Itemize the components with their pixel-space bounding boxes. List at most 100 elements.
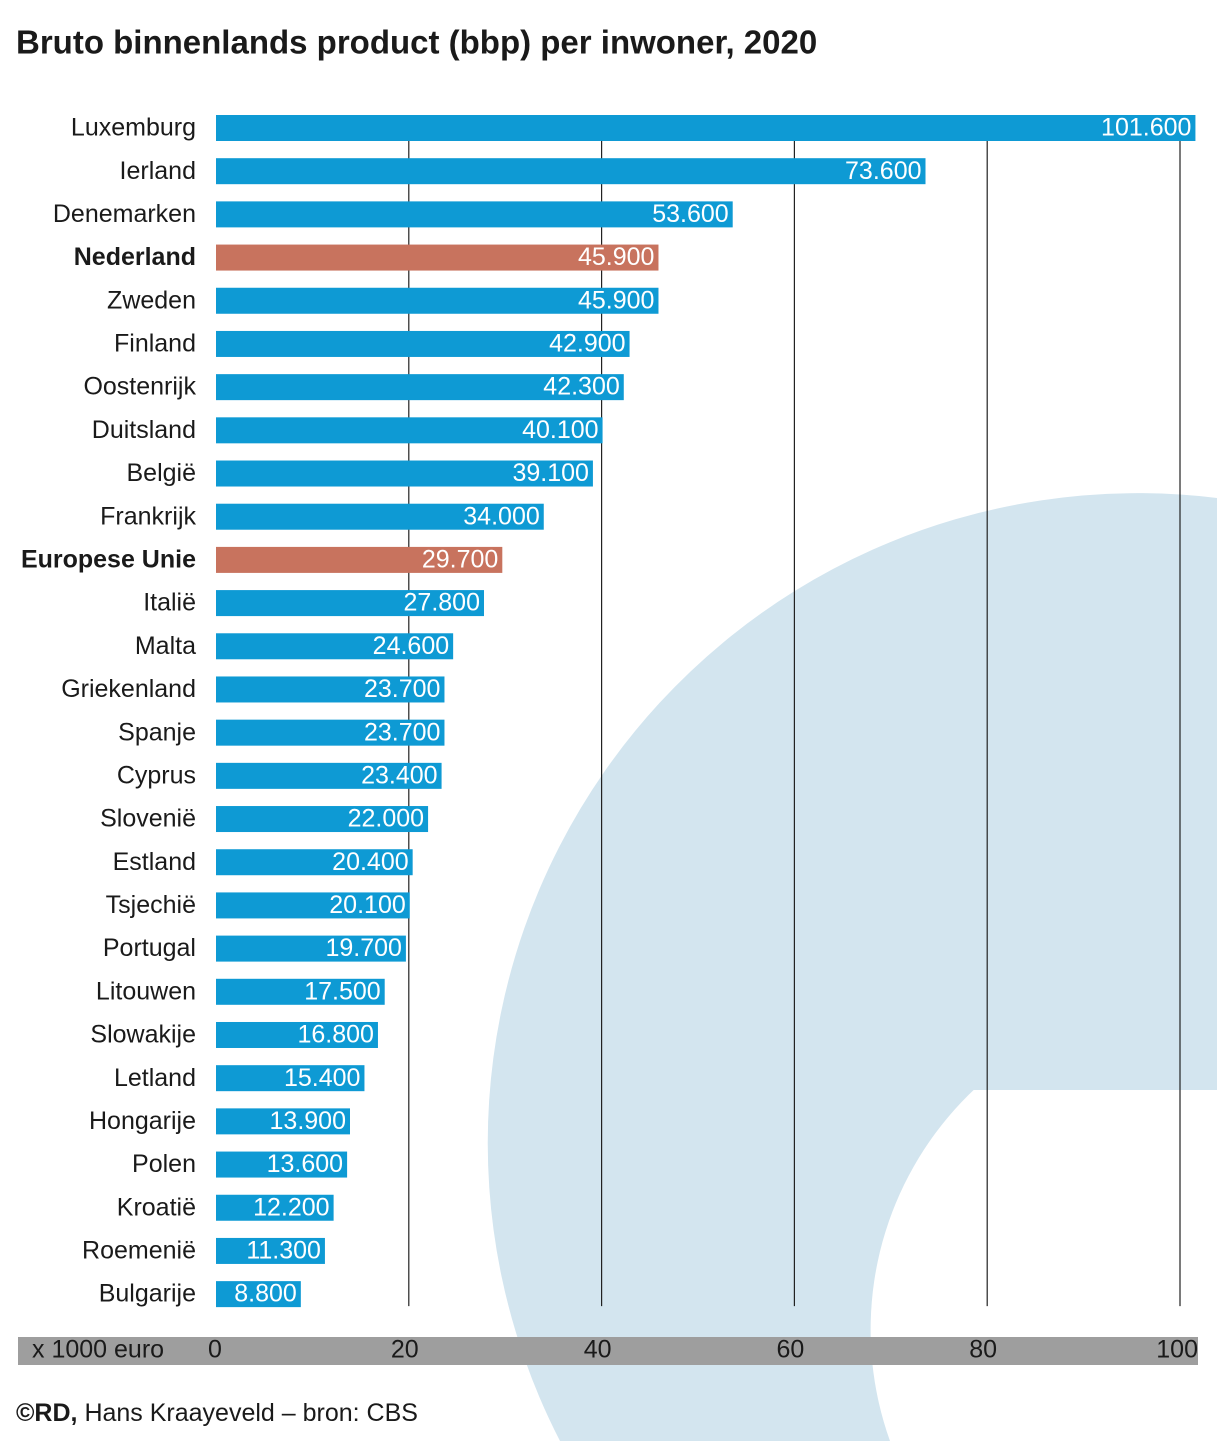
x-axis-label: x 1000 euro [32,1336,164,1364]
bar [216,849,413,876]
category-label: Nederland [74,243,196,271]
bar [216,503,544,530]
value-label: 20.100 [329,891,405,919]
bar [216,115,1196,141]
category-label: Litouwen [96,977,196,1005]
x-tick-label: 20 [391,1336,419,1364]
bar [216,1065,365,1092]
value-label: 22.000 [348,805,424,833]
bar [216,1108,350,1135]
source-text: Hans Kraayeveld – bron: CBS [84,1399,418,1427]
category-label: Slowakije [90,1021,196,1049]
x-tick-label: 0 [208,1336,222,1364]
value-label: 42.300 [543,373,619,401]
category-label: Letland [114,1064,196,1092]
category-label: Europese Unie [21,546,196,574]
category-label: Bulgarije [99,1280,196,1308]
value-label: 19.700 [325,934,401,962]
value-label: 101.600 [1101,114,1191,142]
value-label: 13.600 [267,1150,343,1178]
bar [216,633,454,660]
category-label: Duitsland [92,416,196,444]
bar [216,1237,325,1264]
value-label: 13.900 [270,1107,346,1135]
x-tick-label: 80 [969,1336,997,1364]
value-label: 23.700 [364,718,440,746]
category-label: Denemarken [53,200,196,228]
bar [216,417,603,444]
value-label: 20.400 [332,848,408,876]
category-label: Spanje [118,718,196,746]
bar [216,762,442,789]
bar [216,590,484,617]
euro-background [487,493,1217,1441]
category-label: Griekenland [61,675,196,703]
source-prefix: ©RD, [16,1399,77,1427]
value-label: 53.600 [652,200,728,228]
euro-bar [597,968,1217,1090]
bar [216,1194,334,1221]
value-label: 27.800 [404,589,480,617]
bar [216,892,410,919]
axis-band [18,1337,1198,1365]
value-label: 39.100 [512,459,588,487]
category-label: Estland [113,848,196,876]
category-label: Frankrijk [100,502,196,530]
bar [216,374,624,401]
value-label: 12.200 [253,1193,329,1221]
category-label: Zweden [107,286,196,314]
category-label: Polen [132,1150,196,1178]
value-label: 23.400 [361,761,437,789]
category-label: Cyprus [117,761,196,789]
category-label: Roemenië [82,1237,196,1265]
value-label: 45.900 [578,243,654,271]
bar [216,1151,348,1178]
bar [216,201,733,228]
bar [216,719,445,746]
category-label: Ierland [120,157,196,185]
value-label: 11.300 [246,1237,321,1265]
bar [216,287,659,314]
bar [216,1021,378,1048]
value-label: 15.400 [284,1064,360,1092]
category-label: Hongarije [89,1107,196,1135]
value-label: 16.800 [297,1021,373,1049]
bar [216,1281,301,1308]
bar [216,935,406,962]
category-label: Portugal [103,934,196,962]
value-label: 42.900 [549,330,625,358]
bar [216,460,593,487]
x-tick-label: 40 [584,1336,612,1364]
category-label: Oostenrijk [83,373,196,401]
bar [216,158,926,185]
source: ©RD, Hans Kraayeveld – bron: CBS [16,1399,418,1427]
bar [216,546,503,573]
category-label: België [127,459,197,487]
value-label: 17.500 [304,977,380,1005]
category-label: Malta [135,632,196,660]
value-label: 40.100 [522,416,598,444]
value-label: 23.700 [364,675,440,703]
bar [216,806,429,833]
value-label: 29.700 [422,546,498,574]
value-label: 73.600 [845,157,921,185]
chart-title: Bruto binnenlands product (bbp) per inwo… [16,24,817,61]
value-label: 24.600 [373,632,449,660]
category-label: Luxemburg [71,114,196,142]
category-label: Kroatië [117,1193,196,1221]
bar [216,244,659,271]
euro-arc [487,493,1217,1441]
value-label: 45.900 [578,286,654,314]
category-label: Slovenië [100,805,196,833]
category-label: Finland [114,330,196,358]
category-label: Tsjechië [106,891,196,919]
value-label: 8.800 [234,1280,297,1308]
category-label: Italië [143,589,196,617]
bar [216,978,385,1005]
bar [216,330,630,357]
x-tick-label: 100 [1156,1336,1198,1364]
x-tick-label: 60 [776,1336,804,1364]
bar [216,676,445,703]
